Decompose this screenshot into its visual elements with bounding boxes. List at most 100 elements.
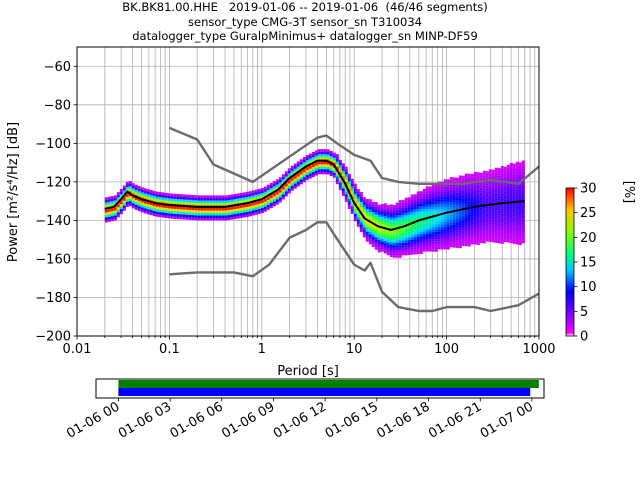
heatmap-cell — [359, 194, 363, 198]
heatmap-cell — [452, 187, 456, 191]
heatmap-cell — [455, 207, 459, 211]
heatmap-cell — [236, 195, 240, 199]
heatmap-cell — [377, 229, 381, 233]
heatmap-cell — [464, 238, 468, 242]
heatmap-cell — [407, 212, 411, 215]
heatmap-cell — [380, 203, 384, 207]
heatmap-cell — [494, 235, 498, 238]
heatmap-cell — [182, 201, 186, 205]
heatmap-cell — [356, 199, 360, 202]
heatmap-cell — [329, 165, 333, 169]
plot-frame — [76, 46, 540, 337]
heatmap-cell — [167, 195, 171, 199]
heatmap-cell — [515, 214, 519, 217]
heatmap-cell — [404, 240, 408, 243]
heatmap-cell — [260, 200, 264, 204]
heatmap-cell — [365, 239, 369, 242]
heatmap-cell — [299, 161, 303, 165]
heatmap-cell — [122, 188, 126, 191]
heatmap-cell — [386, 230, 390, 233]
heatmap-cell — [368, 229, 372, 232]
heatmap-cell — [455, 242, 459, 246]
heatmap-cell — [284, 188, 288, 192]
heatmap-cell — [218, 210, 222, 214]
heatmap-cell — [473, 221, 477, 225]
heatmap-cell — [431, 196, 435, 200]
heatmap-cell — [425, 188, 429, 192]
heatmap-cell — [308, 153, 312, 157]
heatmap-cell — [227, 197, 231, 201]
heatmap-cell — [470, 191, 474, 195]
heatmap-cell — [374, 247, 378, 250]
heatmap-cell — [278, 182, 282, 185]
heatmap-cell — [131, 183, 135, 186]
heatmap-cell — [512, 191, 516, 194]
heatmap-cell — [233, 193, 237, 197]
heatmap-cell — [272, 203, 276, 207]
heatmap-cell — [374, 202, 378, 205]
heatmap-cell — [518, 237, 522, 241]
heatmap-cell — [488, 236, 492, 240]
heatmap-cell — [422, 221, 426, 224]
heatmap-cell — [506, 214, 510, 218]
heatmap-cell — [500, 203, 504, 207]
heatmap-cell — [422, 208, 426, 212]
heatmap-cell — [464, 221, 468, 224]
heatmap-cell — [482, 235, 486, 239]
heatmap-cell — [338, 179, 342, 183]
heatmap-cell — [374, 229, 378, 233]
heatmap-cell — [521, 235, 525, 239]
heatmap-cell — [146, 209, 150, 212]
heatmap-cell — [437, 234, 441, 237]
heatmap-cell — [305, 172, 309, 176]
heatmap-cell — [329, 158, 333, 162]
heatmap-cell — [410, 219, 414, 223]
heatmap-cell — [497, 198, 501, 201]
heatmap-cell — [293, 186, 297, 189]
heatmap-cell — [242, 214, 246, 218]
heatmap-cell — [170, 196, 174, 199]
heatmap-cell — [434, 246, 438, 250]
heatmap-cell — [395, 242, 399, 246]
heatmap-cell — [476, 224, 480, 228]
heatmap-cell — [377, 242, 381, 245]
heatmap-cell — [266, 184, 270, 188]
heatmap-cell — [443, 194, 447, 197]
heatmap-cell — [386, 242, 390, 246]
heatmap-cell — [122, 208, 126, 211]
heatmap-cell — [377, 207, 381, 210]
heatmap-cell — [200, 215, 204, 219]
heatmap-cell — [443, 201, 447, 205]
heatmap-cell — [305, 177, 309, 181]
heatmap-cell — [485, 193, 489, 197]
heatmap-cell — [497, 210, 501, 214]
heatmap-cell — [239, 210, 243, 213]
heatmap-cell — [326, 156, 330, 160]
heatmap-cell — [482, 208, 486, 211]
heatmap-cell — [284, 176, 288, 179]
heatmap-cell — [410, 247, 414, 250]
heatmap-cell — [314, 165, 318, 169]
heatmap-cell — [263, 204, 267, 207]
heatmap-cell — [458, 195, 462, 199]
heatmap-cell — [521, 163, 525, 166]
heatmap-cell — [500, 223, 504, 227]
heatmap-cell — [356, 214, 360, 217]
heatmap-cell — [473, 191, 477, 195]
heatmap-cell — [149, 207, 153, 211]
heatmap-cell — [446, 216, 450, 220]
heatmap-cell — [263, 194, 267, 197]
heatmap-cell — [440, 196, 444, 200]
heatmap-cell — [476, 182, 480, 185]
heatmap-cell — [134, 197, 138, 200]
heatmap-cell — [488, 229, 492, 232]
heatmap-cell — [428, 229, 432, 232]
heatmap-cell — [158, 204, 162, 208]
heatmap-cell — [500, 176, 504, 179]
heatmap-cell — [275, 191, 279, 195]
heatmap-cell — [458, 238, 462, 241]
heatmap-cell — [359, 226, 363, 230]
heatmap-cell — [230, 194, 234, 197]
heatmap-cell — [482, 170, 486, 174]
heatmap-cell — [479, 195, 483, 198]
